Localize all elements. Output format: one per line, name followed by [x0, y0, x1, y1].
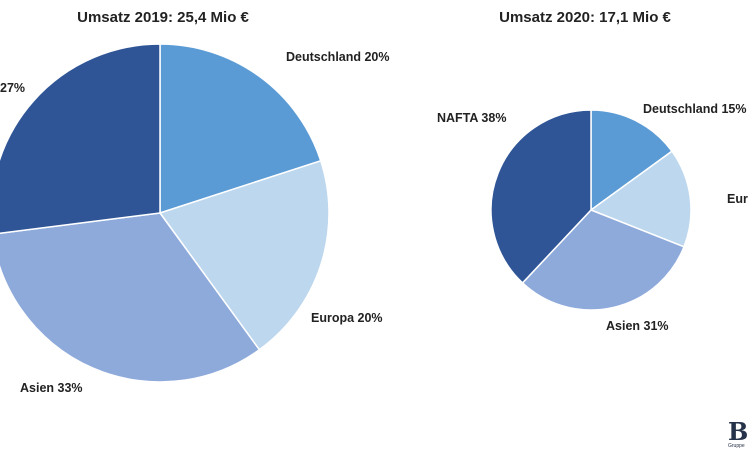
pie-slice-europa: [589, 150, 692, 248]
slice-label-europa: Eur: [727, 192, 748, 206]
slice-label-nafta: NAFTA 38%: [437, 111, 506, 125]
pie-slice-deutschland: [159, 43, 322, 215]
pie-slice-asien: [521, 209, 685, 311]
slice-label-europa: Europa 20%: [311, 311, 383, 325]
chart-title: Umsatz 2019: 25,4 Mio €: [77, 9, 249, 26]
slice-label-asien: Asien 33%: [20, 381, 83, 395]
pie-chart-2019: Umsatz 2019: 25,4 Mio € Deutschland 20% Eu…: [0, 9, 390, 395]
pie-slice-nafta: [490, 109, 592, 284]
pie-slice-deutschland: [590, 109, 673, 212]
pie-slice-europa: [158, 159, 330, 351]
slice-label-deutschland: Deutschland 15%: [643, 102, 747, 116]
pie-slice-nafta: [0, 43, 161, 234]
logo-subtext: Gruppe: [728, 443, 745, 449]
slice-label-deutschland: Deutschland 20%: [286, 50, 390, 64]
slice-label-asien: Asien 31%: [606, 319, 669, 333]
publisher-logo: B Gruppe: [728, 420, 750, 450]
slice-label-nafta: 27%: [0, 81, 25, 95]
chart-title: Umsatz 2020: 17,1 Mio €: [499, 9, 671, 26]
pie-slice-asien: [0, 212, 261, 383]
logo-letter: B: [728, 420, 749, 446]
pie-chart-2020: Umsatz 2020: 17,1 Mio € Deutschland 15% Eu…: [437, 9, 748, 333]
